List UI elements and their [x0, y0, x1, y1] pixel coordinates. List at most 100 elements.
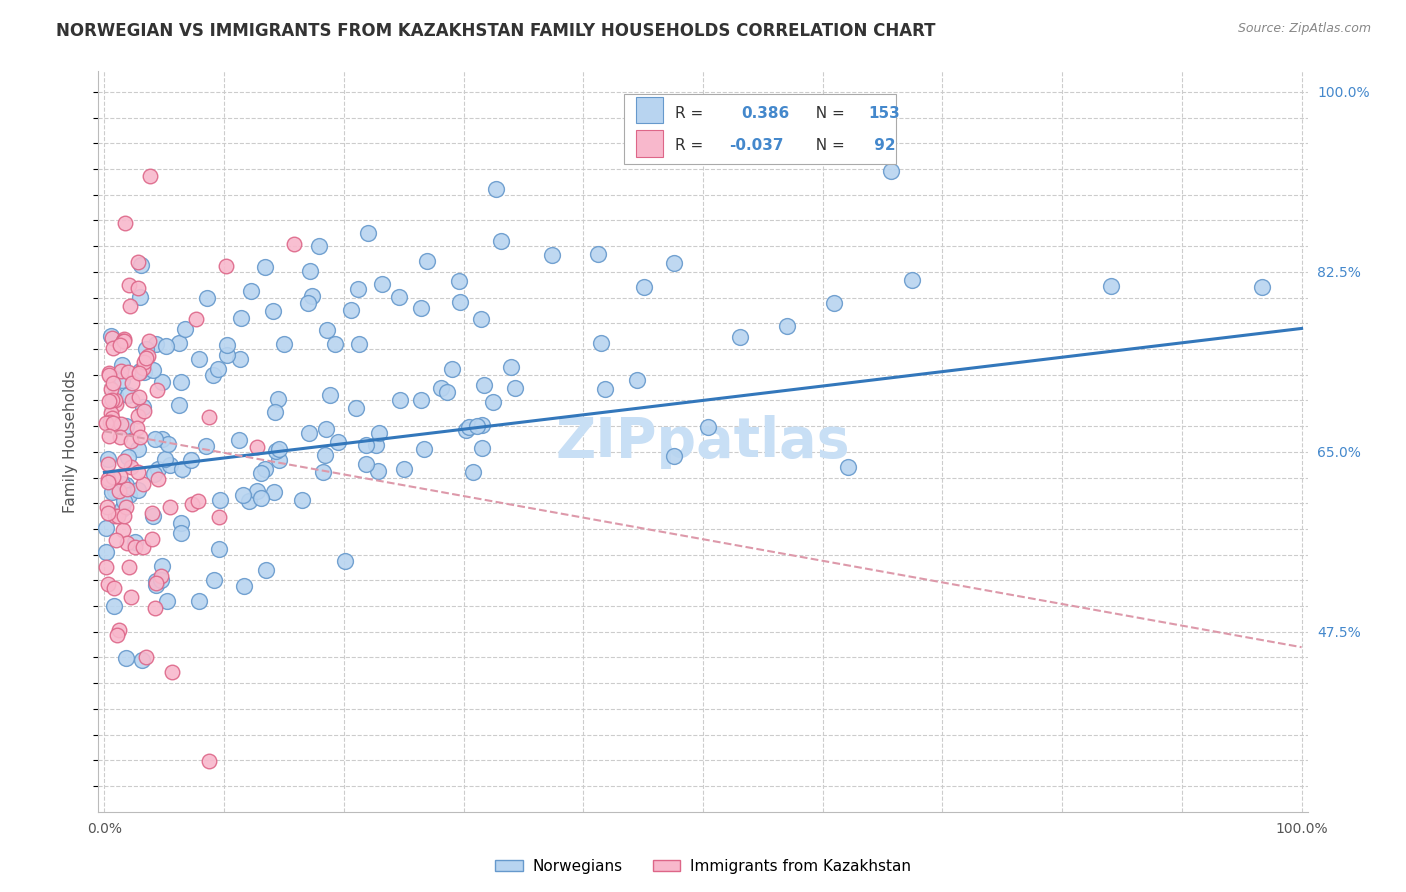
- Point: [465, 419, 488, 434]
- Point: [167, 336, 190, 351]
- Point: [112, 524, 135, 538]
- Point: [127, 409, 149, 424]
- Point: [103, 599, 125, 613]
- Point: [117, 450, 139, 464]
- Point: [108, 429, 131, 443]
- Point: [104, 397, 127, 411]
- Point: [120, 460, 142, 475]
- Point: [135, 342, 157, 356]
- Point: [267, 442, 290, 457]
- Text: R =: R =: [675, 106, 709, 121]
- Point: [589, 336, 612, 351]
- Point: [97, 457, 120, 471]
- Point: [633, 279, 655, 293]
- Point: [160, 665, 183, 680]
- Point: [148, 462, 170, 476]
- Point: [150, 558, 173, 573]
- Point: [118, 560, 141, 574]
- Point: [149, 568, 172, 582]
- Point: [101, 392, 124, 407]
- Point: [125, 421, 148, 435]
- Point: [111, 334, 134, 348]
- Point: [131, 653, 153, 667]
- Point: [104, 508, 127, 523]
- Point: [132, 365, 155, 379]
- Text: ZIPpatlas: ZIPpatlas: [555, 415, 851, 468]
- Point: [136, 350, 159, 364]
- Point: [96, 506, 118, 520]
- FancyBboxPatch shape: [637, 97, 664, 123]
- Point: [291, 492, 314, 507]
- Point: [326, 435, 349, 450]
- Point: [100, 406, 122, 420]
- Text: R =: R =: [675, 138, 709, 153]
- Point: [430, 381, 453, 395]
- Point: [208, 541, 231, 556]
- Point: [349, 336, 371, 351]
- Point: [409, 392, 432, 407]
- Point: [111, 476, 134, 491]
- Point: [471, 417, 494, 432]
- Point: [411, 301, 433, 315]
- Point: [187, 351, 209, 366]
- Point: [458, 420, 481, 434]
- Point: [208, 510, 231, 524]
- Point: [503, 381, 526, 395]
- Point: [128, 390, 150, 404]
- Point: [118, 278, 141, 293]
- Point: [115, 536, 138, 550]
- Point: [253, 462, 276, 476]
- Point: [364, 438, 387, 452]
- Point: [499, 360, 522, 375]
- Point: [436, 385, 458, 400]
- Point: [129, 290, 152, 304]
- Point: [132, 400, 155, 414]
- Point: [128, 465, 150, 479]
- Point: [108, 469, 131, 483]
- Point: [110, 364, 132, 378]
- Y-axis label: Family Households: Family Households: [63, 370, 77, 513]
- Point: [117, 387, 139, 401]
- Point: [586, 247, 609, 261]
- Point: [145, 575, 167, 590]
- Point: [132, 403, 155, 417]
- Point: [124, 535, 146, 549]
- Point: [314, 448, 336, 462]
- Point: [316, 323, 339, 337]
- Point: [146, 472, 169, 486]
- Point: [110, 358, 132, 372]
- Point: [301, 288, 323, 302]
- Point: [105, 627, 128, 641]
- Point: [97, 577, 120, 591]
- Point: [215, 260, 238, 274]
- Point: [471, 442, 494, 456]
- Point: [308, 239, 330, 253]
- Point: [150, 573, 173, 587]
- Point: [198, 754, 221, 768]
- Point: [197, 409, 219, 424]
- Point: [485, 182, 508, 196]
- Point: [145, 336, 167, 351]
- Point: [101, 341, 124, 355]
- Point: [318, 388, 340, 402]
- Point: [240, 284, 263, 298]
- Point: [181, 498, 204, 512]
- Point: [266, 392, 288, 406]
- Point: [138, 334, 160, 348]
- Point: [250, 467, 273, 481]
- Point: [238, 494, 260, 508]
- Point: [104, 388, 127, 402]
- Point: [150, 433, 173, 447]
- Point: [186, 493, 208, 508]
- Point: [823, 296, 845, 310]
- Point: [416, 254, 439, 268]
- Point: [103, 392, 125, 407]
- Point: [169, 516, 191, 530]
- Point: [115, 483, 138, 497]
- Point: [145, 574, 167, 588]
- Point: [112, 334, 135, 348]
- Point: [311, 466, 333, 480]
- Point: [184, 312, 207, 326]
- Point: [114, 453, 136, 467]
- Point: [354, 438, 377, 452]
